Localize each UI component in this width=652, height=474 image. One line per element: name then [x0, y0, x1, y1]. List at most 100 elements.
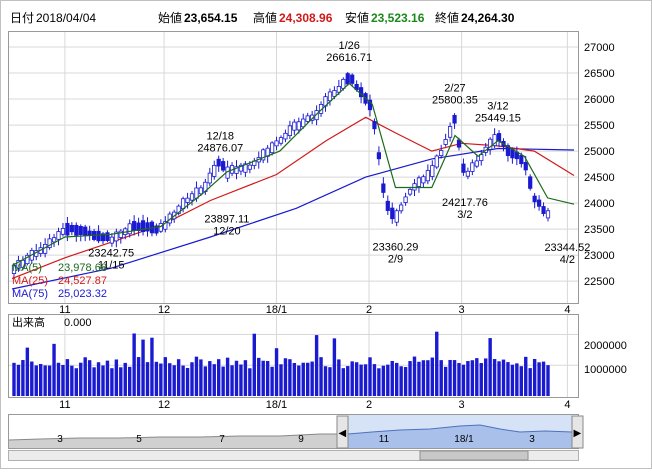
navigator-left-handle[interactable]: [336, 415, 349, 449]
volume-bar: [261, 360, 265, 396]
volume-bar: [185, 367, 190, 396]
volume-x-tick: 3: [459, 399, 465, 411]
volume-bar: [199, 359, 203, 396]
candle-down: [452, 114, 457, 124]
candle-up: [47, 238, 52, 248]
annotation-value: 26616.71: [326, 52, 372, 64]
price-x-axis: 11 12 18/1 2 3 4: [59, 304, 570, 316]
volume-bar: [532, 359, 537, 396]
candle-up: [492, 134, 497, 147]
candle-up: [447, 126, 453, 138]
candle-up: [292, 121, 297, 131]
volume-bar: [110, 368, 114, 396]
volume-bar: [212, 364, 216, 396]
candle-up: [25, 254, 30, 265]
price-y-axis: 22500 23000 23500 24000 24500 25000 25500 26000…: [584, 42, 615, 288]
volume-bar: [408, 361, 412, 396]
volume-bar: [279, 364, 283, 396]
annotation-date: 11/15: [98, 260, 125, 272]
candle-up: [269, 142, 275, 154]
volume-bar: [190, 362, 194, 396]
volume-bar: [350, 361, 354, 396]
candle-down: [65, 222, 70, 236]
volume-bar: [461, 364, 466, 396]
high-value: 24,308.96: [279, 11, 333, 25]
candle-up: [416, 177, 422, 187]
candle-up: [11, 264, 17, 274]
price-y-tick: 24500: [584, 172, 615, 184]
legend-ma25-label: MA(25): [12, 275, 48, 287]
candle-up: [243, 163, 248, 173]
price-y-tick: 26500: [584, 68, 615, 80]
navigator-history-line: [8, 433, 348, 441]
volume-bar: [105, 360, 110, 396]
volume-bar: [181, 365, 185, 396]
candle-up: [238, 164, 244, 172]
volume-bar: [337, 359, 341, 396]
volume-bar: [70, 365, 74, 396]
volume-x-tick: 11: [59, 399, 70, 411]
navigator-right-handle[interactable]: [571, 415, 584, 449]
volume-bar: [56, 362, 61, 396]
candle-down: [83, 226, 88, 236]
candle-up: [412, 183, 417, 191]
navigator-scroll-thumb[interactable]: [419, 450, 529, 461]
volume-bar: [537, 362, 541, 396]
candle-up: [399, 204, 404, 212]
volume-bar: [341, 368, 345, 396]
candle-up: [198, 187, 203, 195]
price-y-tick: 26000: [584, 94, 615, 106]
navigator-label: 9: [298, 434, 304, 445]
candle-down: [367, 99, 373, 111]
volume-bar: [217, 359, 221, 396]
candle-up: [185, 197, 190, 203]
volume-bar: [377, 368, 381, 396]
legend-ma75-value: 25,023.32: [58, 288, 107, 300]
price-y-tick: 25000: [584, 146, 615, 158]
candle-up: [212, 165, 217, 177]
volume-bar: [265, 360, 270, 396]
candle-down: [145, 222, 150, 232]
volume-bar: [328, 367, 332, 396]
annotation-value: 23242.75: [88, 248, 134, 260]
volume-bar: [528, 368, 532, 396]
annotation-value: 23897.11: [204, 213, 249, 225]
candle-down: [532, 195, 537, 203]
volume-bar: [239, 364, 243, 396]
volume-bar: [515, 363, 519, 396]
candle-up: [443, 139, 448, 145]
volume-bar: [92, 367, 96, 396]
volume-bar: [274, 348, 279, 396]
volume-bar: [430, 357, 434, 396]
candle-down: [345, 73, 350, 85]
volume-bar: [346, 366, 350, 396]
volume-bar: [546, 365, 550, 396]
navigator-label: 3: [57, 434, 63, 445]
volume-bar: [475, 358, 479, 396]
volume-bar: [492, 359, 497, 396]
volume-bar: [172, 365, 176, 396]
navigator-scrollbar[interactable]: [8, 450, 579, 461]
volume-bar: [243, 360, 248, 396]
candle-up: [56, 231, 61, 240]
candle-up: [283, 132, 288, 140]
range-navigator[interactable]: 3 5 7 9 11 18/1 3 ◀ ▶: [8, 414, 584, 461]
navigator-history-area: [9, 434, 348, 448]
annotation-date: 4/2: [560, 254, 575, 266]
price-x-tick: 11: [59, 304, 70, 316]
candle-up: [407, 188, 413, 195]
volume-bar: [65, 359, 70, 396]
volume-label: 出来高: [12, 315, 45, 329]
volume-bar: [323, 366, 328, 396]
volume-bar: [74, 368, 78, 396]
low-value: 23,523.16: [371, 11, 425, 25]
volume-bar: [234, 360, 239, 396]
close-value: 24,264.30: [461, 11, 515, 25]
candlestick-series: [11, 72, 551, 277]
volume-bar: [319, 357, 323, 396]
price-x-tick: 18/1: [266, 304, 287, 316]
candle-up: [430, 165, 435, 177]
volume-bar: [301, 362, 305, 396]
high-label: 高値: [253, 10, 277, 25]
volume-bar: [412, 356, 417, 396]
